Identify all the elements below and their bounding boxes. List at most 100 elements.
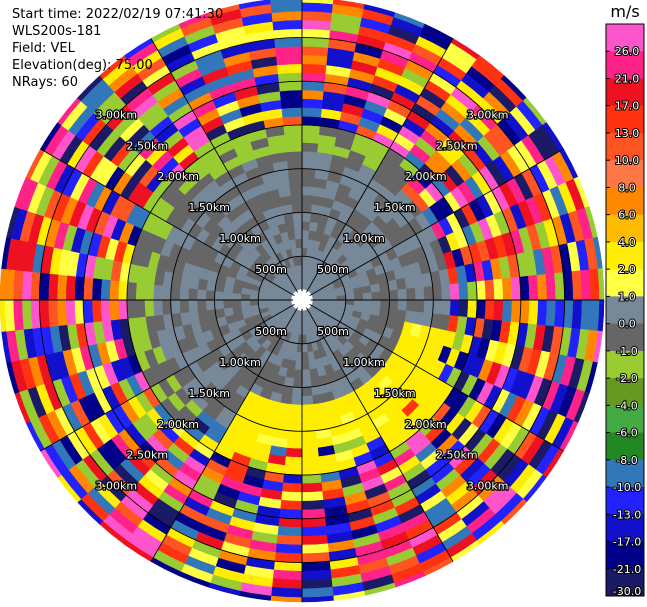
colorbar-swatch: [606, 378, 644, 406]
colorbar-swatch: [606, 323, 644, 352]
range-label: 3.00km: [96, 480, 138, 493]
velocity-cell: [371, 299, 382, 309]
velocity-cell: [501, 277, 513, 301]
range-label: 1.00km: [219, 232, 261, 245]
scan-info: Start time: 2022/02/19 07:41:30 WLS200s-…: [12, 6, 223, 91]
velocity-cell: [4, 268, 16, 301]
velocity-cell: [493, 299, 504, 322]
range-label: 2.50km: [126, 449, 168, 462]
velocity-cell: [65, 299, 76, 326]
azimuth-spoke: [309, 303, 564, 452]
velocity-cell: [170, 299, 181, 315]
velocity-cell: [380, 290, 390, 301]
azimuth-spoke: [40, 148, 295, 297]
colorbar-swatch: [606, 487, 644, 515]
colorbar-swatch: [606, 296, 644, 325]
velocity-cell: [301, 37, 330, 48]
velocity-cell: [301, 89, 325, 101]
velocity-cell: [336, 295, 347, 301]
colorbar-swatch: [606, 514, 644, 543]
velocity-cell: [406, 287, 417, 301]
velocity-cell: [308, 359, 317, 370]
field-text: Field: VEL: [12, 41, 75, 56]
velocity-cell: [39, 299, 50, 328]
velocity-cell: [223, 306, 234, 317]
velocity-cell: [281, 107, 303, 118]
velocity-cell: [287, 159, 303, 170]
velocity-cell: [271, 10, 303, 22]
velocity-cell: [571, 299, 583, 330]
velocity-cell: [301, 0, 334, 5]
velocity-cell: [308, 368, 319, 379]
velocity-cell: [301, 569, 332, 581]
velocity-cell: [301, 142, 319, 153]
velocity-cell: [301, 386, 313, 397]
instrument-text: WLS200s-181: [12, 24, 102, 39]
velocity-cell: [301, 395, 314, 406]
velocity-cell: [536, 299, 548, 326]
velocity-cell: [283, 124, 303, 135]
velocity-cell: [284, 133, 303, 144]
colorbar-tick-label: -26.0: [613, 585, 641, 598]
colorbar-tick-label: -17.0: [613, 536, 641, 549]
velocity-cell: [270, 2, 303, 14]
velocity-cell: [440, 284, 452, 301]
colorbar-swatch: [606, 568, 644, 597]
velocity-cell: [458, 282, 469, 301]
velocity-cell: [0, 299, 7, 332]
velocity-cell: [238, 0, 272, 10]
range-label: 2.00km: [157, 170, 199, 183]
velocity-cell: [301, 80, 326, 92]
colorbar-tick-label: 8.0: [618, 181, 636, 194]
velocity-cell: [222, 291, 233, 301]
colorbar-swatch: [606, 51, 644, 79]
velocity-cell: [289, 185, 303, 196]
velocity-cell: [345, 294, 355, 301]
colorbar-tick-label: -30.0: [613, 585, 641, 598]
velocity-cell: [371, 291, 382, 301]
range-label: 2.50km: [126, 139, 168, 152]
azimuth-spoke: [305, 307, 454, 562]
colorbar-tick-label: -2.0: [616, 372, 637, 385]
velocity-cell: [109, 279, 120, 301]
colorbar-swatch: [606, 459, 644, 488]
velocity-cell: [275, 543, 303, 555]
velocity-cell: [275, 45, 303, 57]
velocity-cell: [272, 569, 303, 581]
colorbar-tick-label: 17.0: [615, 100, 640, 113]
colorbar-tick-label: -1.0: [616, 345, 637, 358]
range-labels: 500m 500m 500m 500m 1.00km 1.00km 1.00km 1.00km…: [94, 107, 509, 494]
velocity-cell: [301, 438, 318, 450]
velocity-cell: [298, 264, 303, 275]
velocity-cell: [231, 299, 242, 308]
velocity-cell: [279, 499, 303, 511]
velocity-cell: [510, 276, 522, 301]
velocity-cell: [289, 404, 303, 415]
velocity-cell: [301, 360, 310, 371]
velocity-cell: [270, 0, 303, 5]
velocity-cell: [126, 299, 137, 319]
velocity-cell: [449, 283, 460, 301]
range-label: 1.00km: [343, 232, 385, 245]
range-label: 1.50km: [188, 387, 230, 400]
velocity-cell: [397, 299, 408, 312]
velocity-cell: [126, 281, 137, 301]
velocity-cell: [276, 63, 303, 74]
velocity-cell: [276, 526, 303, 537]
velocity-cell: [467, 299, 478, 319]
velocity-cell: [100, 278, 111, 301]
colorbar-swatch: [606, 541, 644, 570]
velocity-cell: [231, 292, 242, 301]
velocity-cell: [276, 534, 303, 546]
velocity-cell: [280, 98, 303, 109]
velocity-cell: [554, 272, 565, 301]
velocity-cell: [301, 482, 323, 493]
velocity-cell: [286, 150, 303, 162]
colorbar-swatch: [606, 160, 644, 188]
azimuth-spoke: [305, 38, 454, 293]
azimuth-spoke: [309, 148, 564, 297]
colorbar-swatch: [606, 350, 644, 379]
colorbar-tick-label: 4.0: [618, 236, 636, 249]
velocity-cell: [301, 447, 319, 458]
velocity-cell: [510, 299, 522, 324]
